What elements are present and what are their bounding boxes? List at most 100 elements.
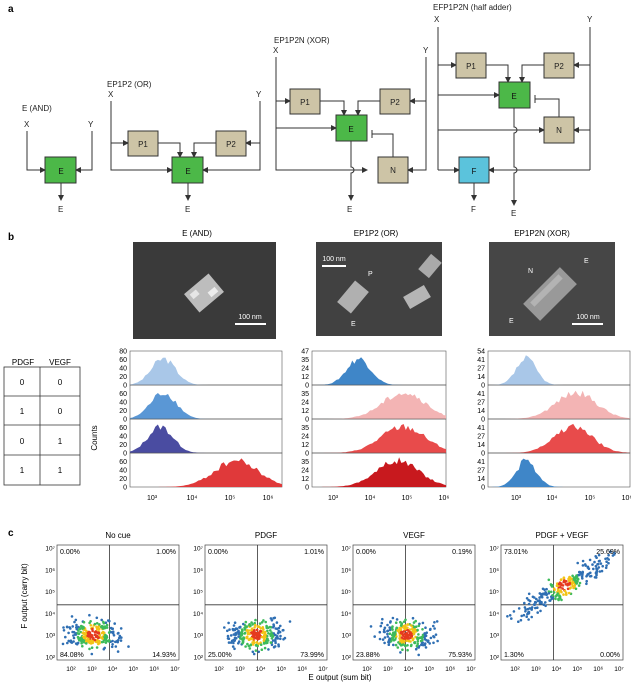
flow-event-dot — [395, 635, 398, 638]
flow-event-dot — [416, 642, 420, 646]
histogram-y-tick: 41 — [477, 357, 485, 364]
flow-event-dot — [91, 629, 94, 633]
flow-event-dot — [421, 628, 424, 631]
flow-event-dot — [395, 626, 399, 630]
flow-event-dot — [575, 582, 578, 585]
flow-event-dot — [583, 563, 587, 566]
flow-event-dot — [596, 562, 600, 566]
flow-event-dot — [527, 592, 531, 596]
flow-event-dot — [76, 641, 80, 645]
flow-event-dot — [381, 638, 385, 641]
flow-event-dot — [394, 643, 398, 647]
flow-event-dot — [270, 643, 274, 647]
flow-event-dot — [259, 641, 262, 644]
histogram-y-tick: 40 — [119, 434, 127, 441]
flow-event-dot — [398, 634, 402, 637]
histogram-distribution — [488, 423, 630, 453]
flow-event-dot — [95, 634, 99, 638]
flow-event-dot — [406, 648, 409, 652]
histogram-y-tick: 40 — [119, 400, 127, 407]
flow-event-dot — [258, 633, 261, 636]
flow-event-dot — [592, 567, 595, 571]
flow-event-dot — [559, 589, 562, 592]
flow-event-dot — [112, 634, 116, 637]
flow-plot-frame — [500, 544, 624, 661]
flow-event-dot — [232, 624, 236, 627]
flow-event-dot — [423, 635, 427, 638]
flow-event-dot — [578, 581, 582, 585]
flow-event-dot — [408, 628, 412, 631]
flow-event-dot — [401, 643, 405, 646]
circuit-4-box-e-label: E — [511, 92, 516, 101]
flow-event-dot — [257, 650, 261, 654]
histogram-distribution — [488, 458, 630, 487]
flow-quadrant-ul: 73.01% — [504, 549, 528, 556]
flow-event-dot — [415, 644, 419, 648]
flow-x-tick: 10⁶ — [445, 666, 455, 673]
flow-event-dot — [120, 636, 123, 639]
flow-event-dot — [609, 550, 612, 553]
flow-event-dot — [417, 645, 421, 648]
flow-event-dot — [252, 634, 255, 637]
histogram-y-tick: 40 — [119, 468, 127, 475]
flow-event-dot — [402, 620, 406, 624]
flow-event-dot — [274, 633, 277, 637]
flow-event-dot — [119, 639, 123, 642]
circuit-1-box-e-label: E — [58, 167, 63, 176]
flow-event-dot — [270, 637, 274, 640]
flow-event-dot — [414, 619, 418, 623]
flow-event-dot — [607, 553, 610, 557]
flow-x-tick: 10⁵ — [128, 666, 138, 673]
flow-y-tick: 10⁷ — [193, 546, 203, 553]
flow-event-dot — [249, 624, 252, 627]
flow-event-dot — [241, 639, 245, 642]
flow-event-dot — [62, 626, 65, 629]
flow-event-dot — [240, 628, 244, 631]
flow-event-dot — [97, 631, 101, 635]
flow-event-dot — [588, 558, 592, 562]
flow-event-dot — [560, 598, 563, 602]
histogram-x-tick: 10⁴ — [187, 495, 198, 502]
flow-event-dot — [605, 564, 608, 567]
flow-event-dot — [525, 615, 528, 618]
flow-event-dot — [75, 623, 78, 627]
flow-event-dot — [279, 624, 282, 628]
flow-event-dot — [552, 591, 556, 594]
histogram-y-tick: 27 — [477, 366, 485, 373]
flow-event-dot — [598, 570, 602, 573]
flow-event-dot — [562, 576, 566, 579]
flow-quadrant-ur: 0.19% — [452, 549, 472, 556]
flow-x-tick: 10⁵ — [572, 666, 582, 673]
histogram-y-tick: 41 — [477, 391, 485, 398]
flow-event-dot — [595, 556, 598, 559]
flow-x-tick: 10⁷ — [170, 666, 180, 673]
flow-event-dot — [398, 642, 402, 645]
flow-event-dot — [114, 640, 117, 644]
flow-event-dot — [275, 621, 279, 624]
flow-event-dot — [101, 626, 104, 629]
flow-event-dot — [62, 629, 66, 632]
flow-event-dot — [523, 606, 527, 609]
flow-event-dot — [520, 614, 523, 618]
flow-event-dot — [601, 564, 604, 568]
flow-event-dot — [522, 613, 526, 617]
flow-event-dot — [433, 621, 436, 624]
flow-event-dot — [550, 595, 553, 598]
flow-plot-title: PDGF — [255, 531, 277, 540]
flow-event-dot — [403, 626, 406, 630]
flow-event-dot — [395, 618, 399, 621]
flow-event-dot — [537, 599, 540, 603]
flow-event-dot — [80, 637, 83, 640]
flow-event-dot — [267, 632, 270, 635]
flow-event-dot — [251, 643, 255, 646]
flow-event-dot — [70, 615, 74, 618]
flow-event-dot — [425, 631, 429, 634]
flow-event-dot — [275, 627, 279, 631]
flow-event-dot — [406, 644, 409, 647]
flow-quadrant-lr: 14.93% — [152, 652, 176, 659]
flow-x-tick: 10³ — [235, 666, 245, 673]
flow-event-dot — [281, 629, 285, 632]
flow-event-dot — [408, 636, 412, 640]
flow-y-tick: 10² — [194, 655, 204, 662]
flow-event-dot — [383, 641, 386, 645]
